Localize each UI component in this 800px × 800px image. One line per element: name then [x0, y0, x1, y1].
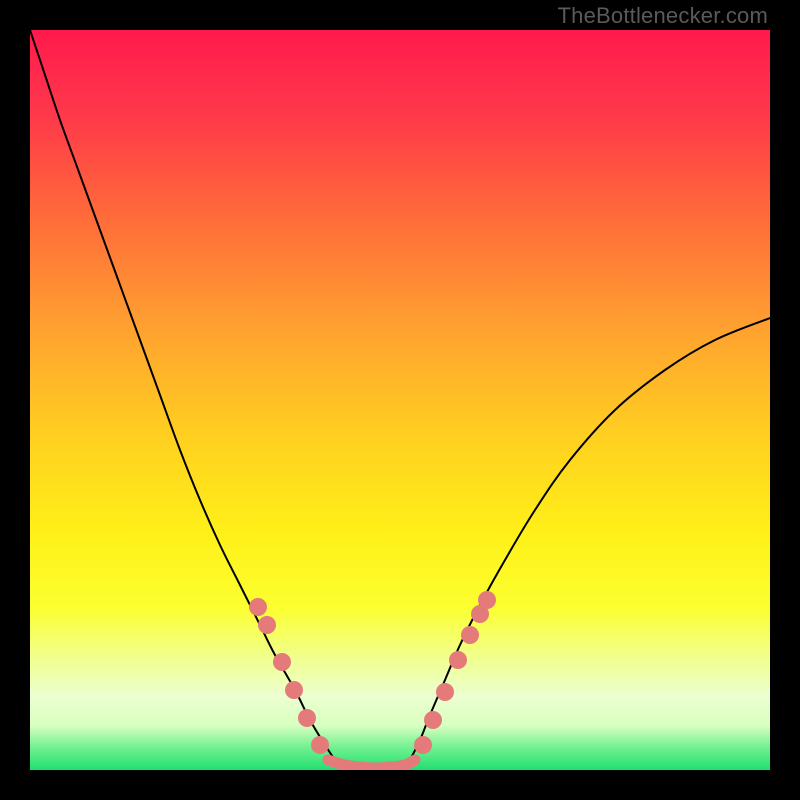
- gradient-background: [30, 30, 770, 770]
- marker-right-3: [449, 651, 467, 669]
- marker-left-3: [285, 681, 303, 699]
- marker-right-6: [478, 591, 496, 609]
- marker-right-0: [414, 736, 432, 754]
- marker-right-2: [436, 683, 454, 701]
- marker-left-1: [258, 616, 276, 634]
- marker-right-1: [424, 711, 442, 729]
- marker-right-4: [461, 626, 479, 644]
- marker-left-4: [298, 709, 316, 727]
- marker-left-5: [311, 736, 329, 754]
- chart-frame: TheBottlenecker.com: [0, 0, 800, 800]
- marker-left-2: [273, 653, 291, 671]
- bottleneck-chart: [30, 30, 770, 770]
- plot-area: [30, 30, 770, 770]
- watermark-text: TheBottlenecker.com: [558, 3, 768, 29]
- marker-left-0: [249, 598, 267, 616]
